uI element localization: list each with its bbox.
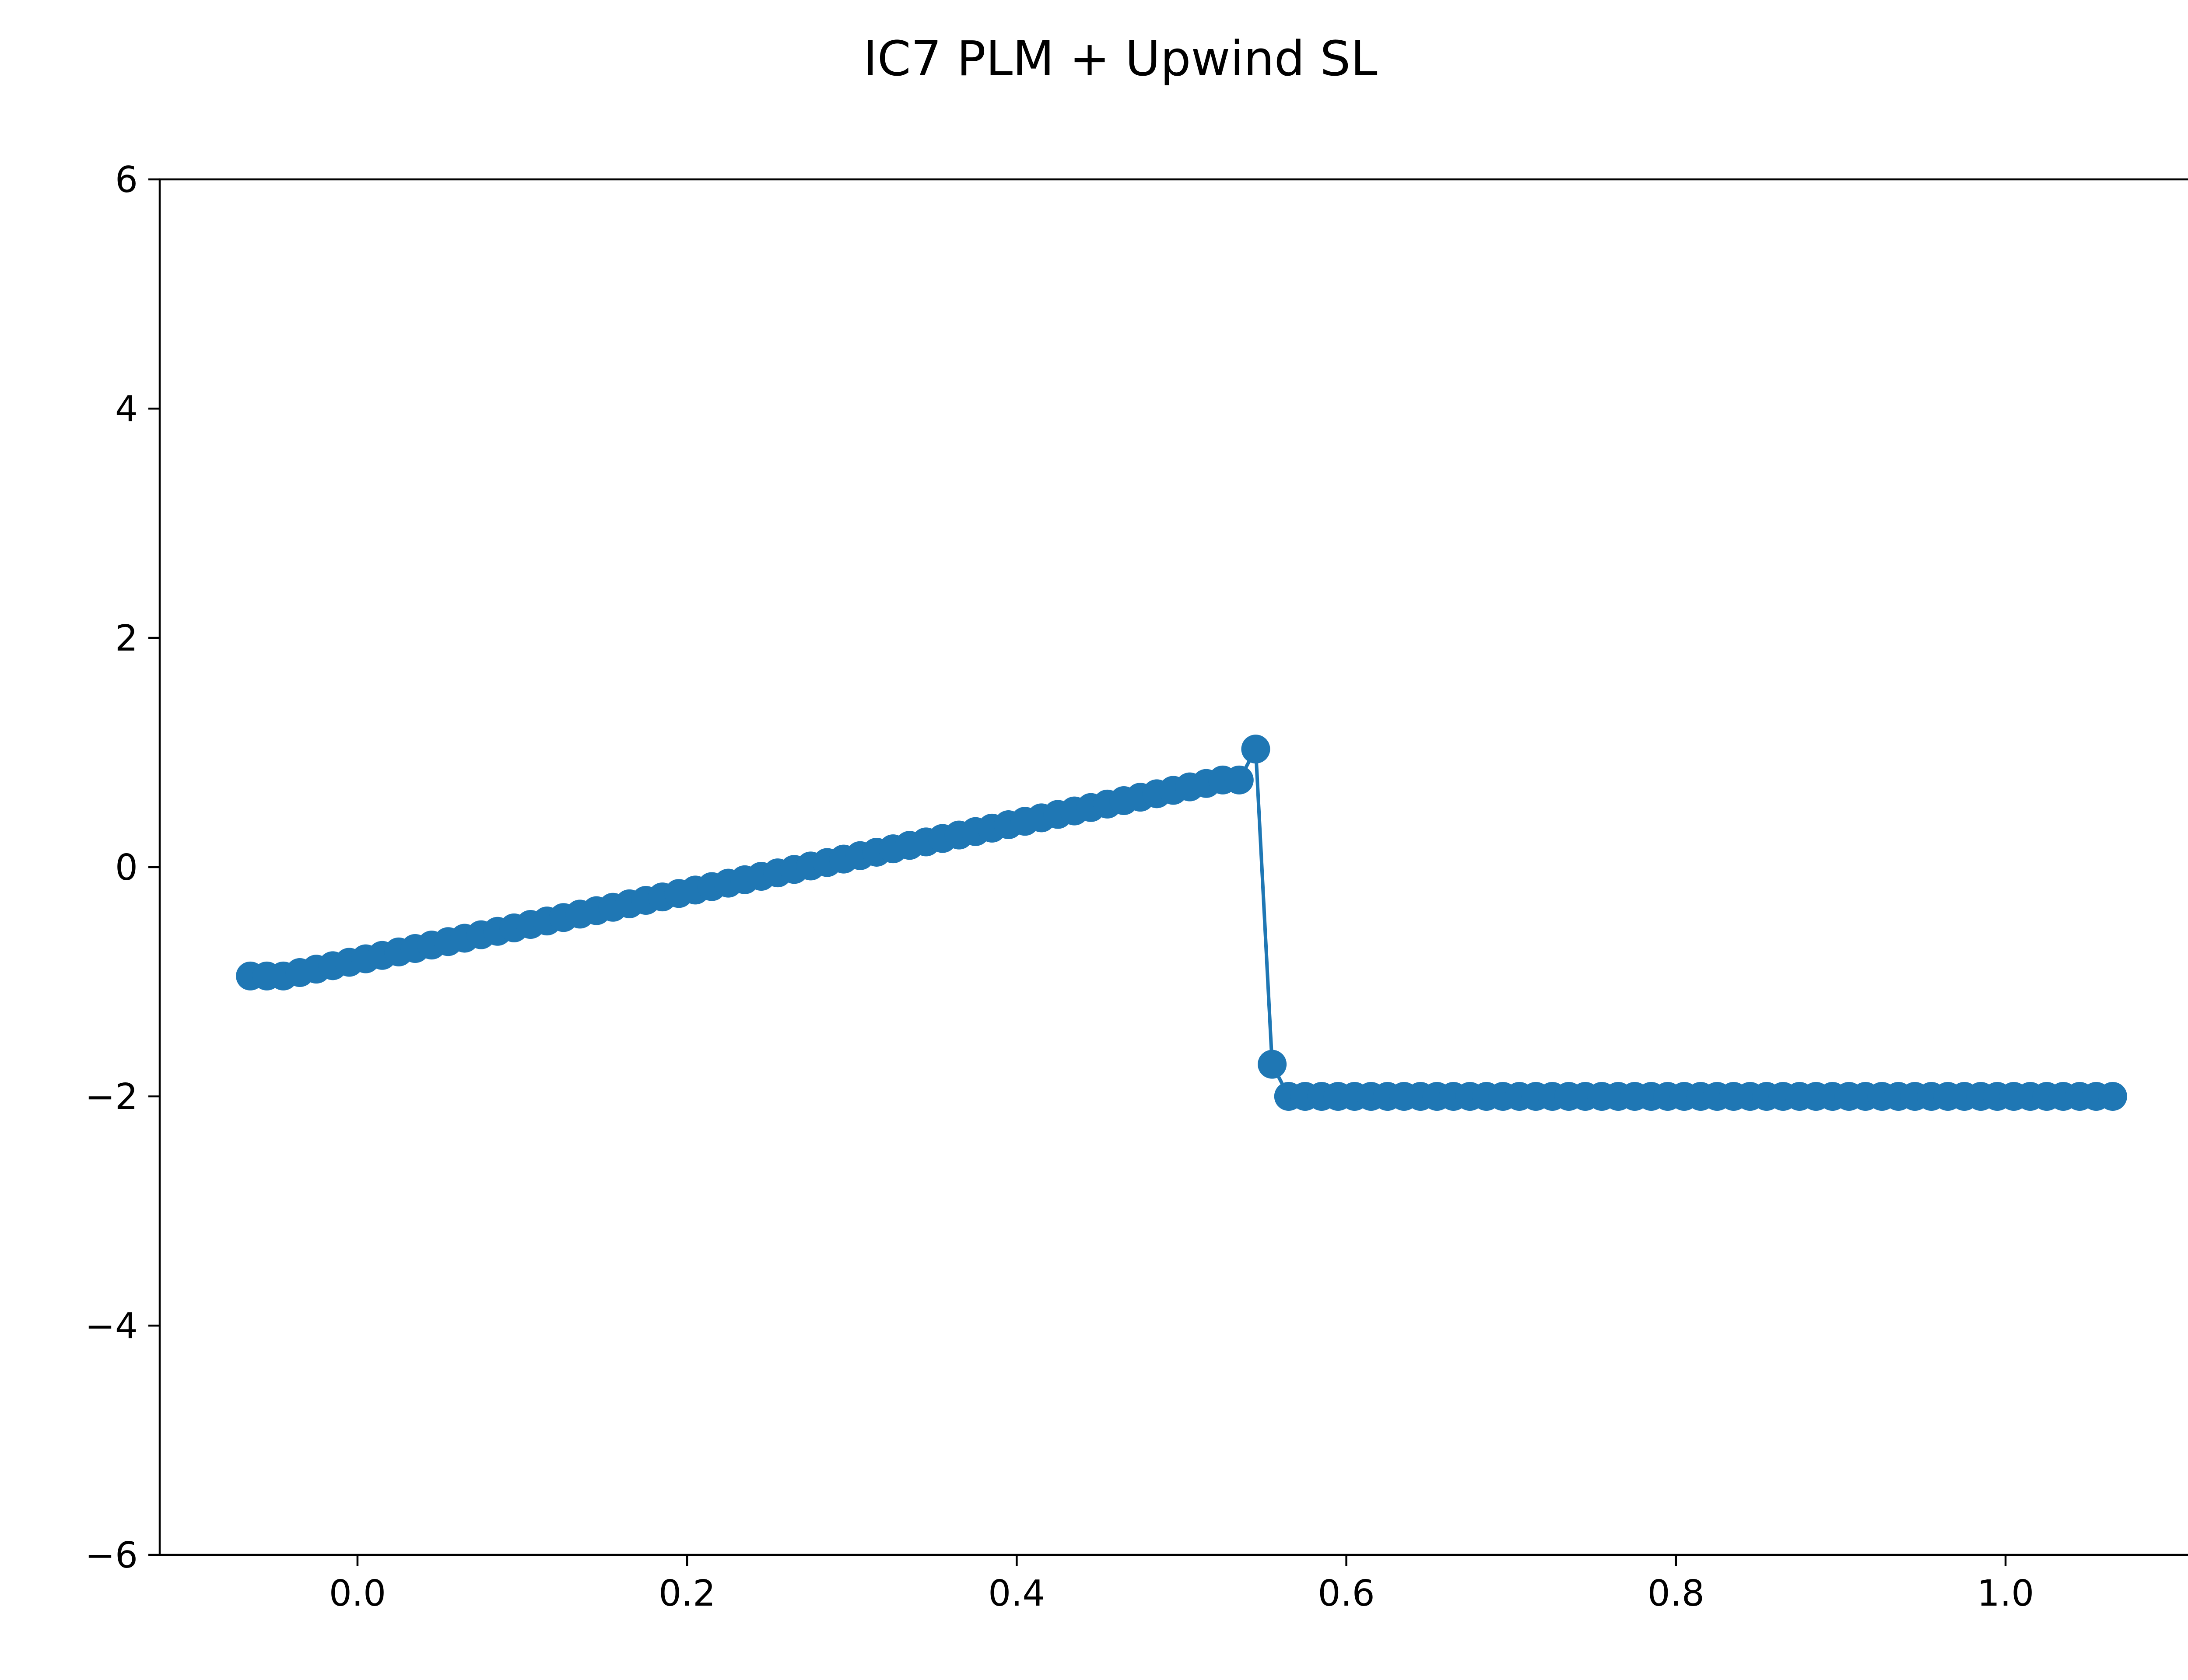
data-point	[1224, 765, 1254, 794]
chart-title: IC7 PLM + Upwind SL	[863, 31, 1377, 87]
y-tick-label: −6	[85, 1535, 138, 1576]
data-point	[2098, 1082, 2127, 1111]
x-tick-label: 1.0	[1977, 1573, 2034, 1614]
x-axis: 0.0 0.2 0.4 0.6 0.8 1.0	[329, 1555, 2034, 1614]
x-tick-label: 0.0	[329, 1573, 386, 1614]
x-tick-label: 0.2	[659, 1573, 715, 1614]
data-point	[1258, 1050, 1287, 1079]
y-tick-label: 6	[115, 159, 138, 201]
plot-frame	[158, 178, 2188, 1556]
y-tick-label: −2	[85, 1076, 138, 1118]
y-tick-label: −4	[85, 1306, 138, 1347]
x-tick-label: 0.4	[988, 1573, 1045, 1614]
y-tick-label: 0	[115, 847, 138, 889]
x-tick-label: 0.6	[1318, 1573, 1375, 1614]
y-tick-label: 4	[115, 388, 138, 430]
y-tick-label: 2	[115, 618, 138, 659]
x-tick-label: 0.8	[1648, 1573, 1704, 1614]
data-point	[1241, 735, 1270, 764]
series-layer	[236, 735, 2127, 1111]
y-axis: −6 −4 −2 0 2 4 6	[85, 159, 160, 1576]
